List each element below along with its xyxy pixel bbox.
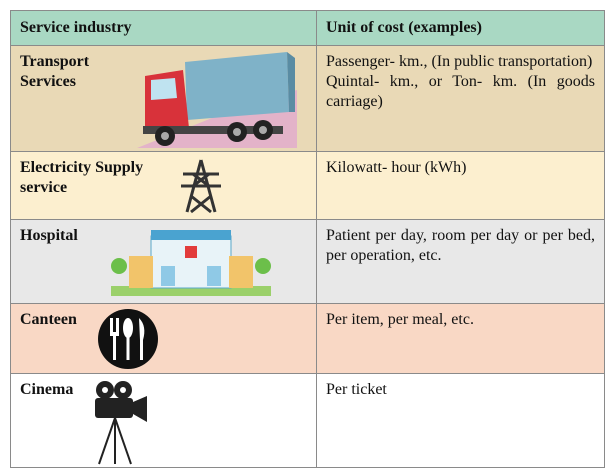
row: Hospital Patient per day, room per day o… (10, 219, 605, 304)
service-cost-table: Service industry Unit of cost (examples)… (10, 10, 605, 468)
cell: Patient per day, room per day or per bed… (316, 219, 605, 304)
row: Canteen Per item, per meal, etc. (10, 303, 605, 374)
cutlery-icon (98, 309, 158, 369)
service-name: Hospital (20, 227, 78, 244)
unit-text: Passenger- km., (In public transportatio… (326, 53, 593, 70)
unit-text: Quintal- km., or Ton- km. (In goods carr… (326, 73, 595, 110)
row: Electricity Supply service Kilowatt- hou… (10, 151, 605, 220)
row: Transport Services Passenger- km., (In p… (10, 45, 605, 152)
cell: Cinema (10, 373, 317, 468)
header-cell: Service industry (10, 10, 317, 46)
cell: Canteen (10, 303, 317, 374)
unit-text: Patient per day, room per day or per bed… (326, 227, 595, 264)
unit-text: Per ticket (326, 381, 387, 398)
cell: Electricity Supply service (10, 151, 317, 220)
header-cell: Unit of cost (examples) (316, 10, 605, 46)
cell: Per item, per meal, etc. (316, 303, 605, 374)
cell: Kilowatt- hour (kWh) (316, 151, 605, 220)
cell: Hospital (10, 219, 317, 304)
service-name: Canteen (20, 311, 77, 328)
header-row: Service industry Unit of cost (examples) (10, 10, 605, 46)
cell: Transport Services (10, 45, 317, 152)
projector-icon (95, 381, 147, 465)
cell: Passenger- km., (In public transportatio… (316, 45, 605, 152)
cell: Per ticket (316, 373, 605, 468)
truck-icon (137, 52, 297, 148)
service-name: Electricity Supply service (20, 159, 144, 196)
tower-icon (181, 159, 221, 214)
hospital-icon (111, 230, 271, 296)
service-name: Transport Services (20, 53, 90, 90)
unit-text: Per item, per meal, etc. (326, 311, 474, 328)
unit-text: Kilowatt- hour (kWh) (326, 159, 467, 176)
service-name: Cinema (20, 381, 74, 398)
row: Cinema Per ticket (10, 373, 605, 468)
